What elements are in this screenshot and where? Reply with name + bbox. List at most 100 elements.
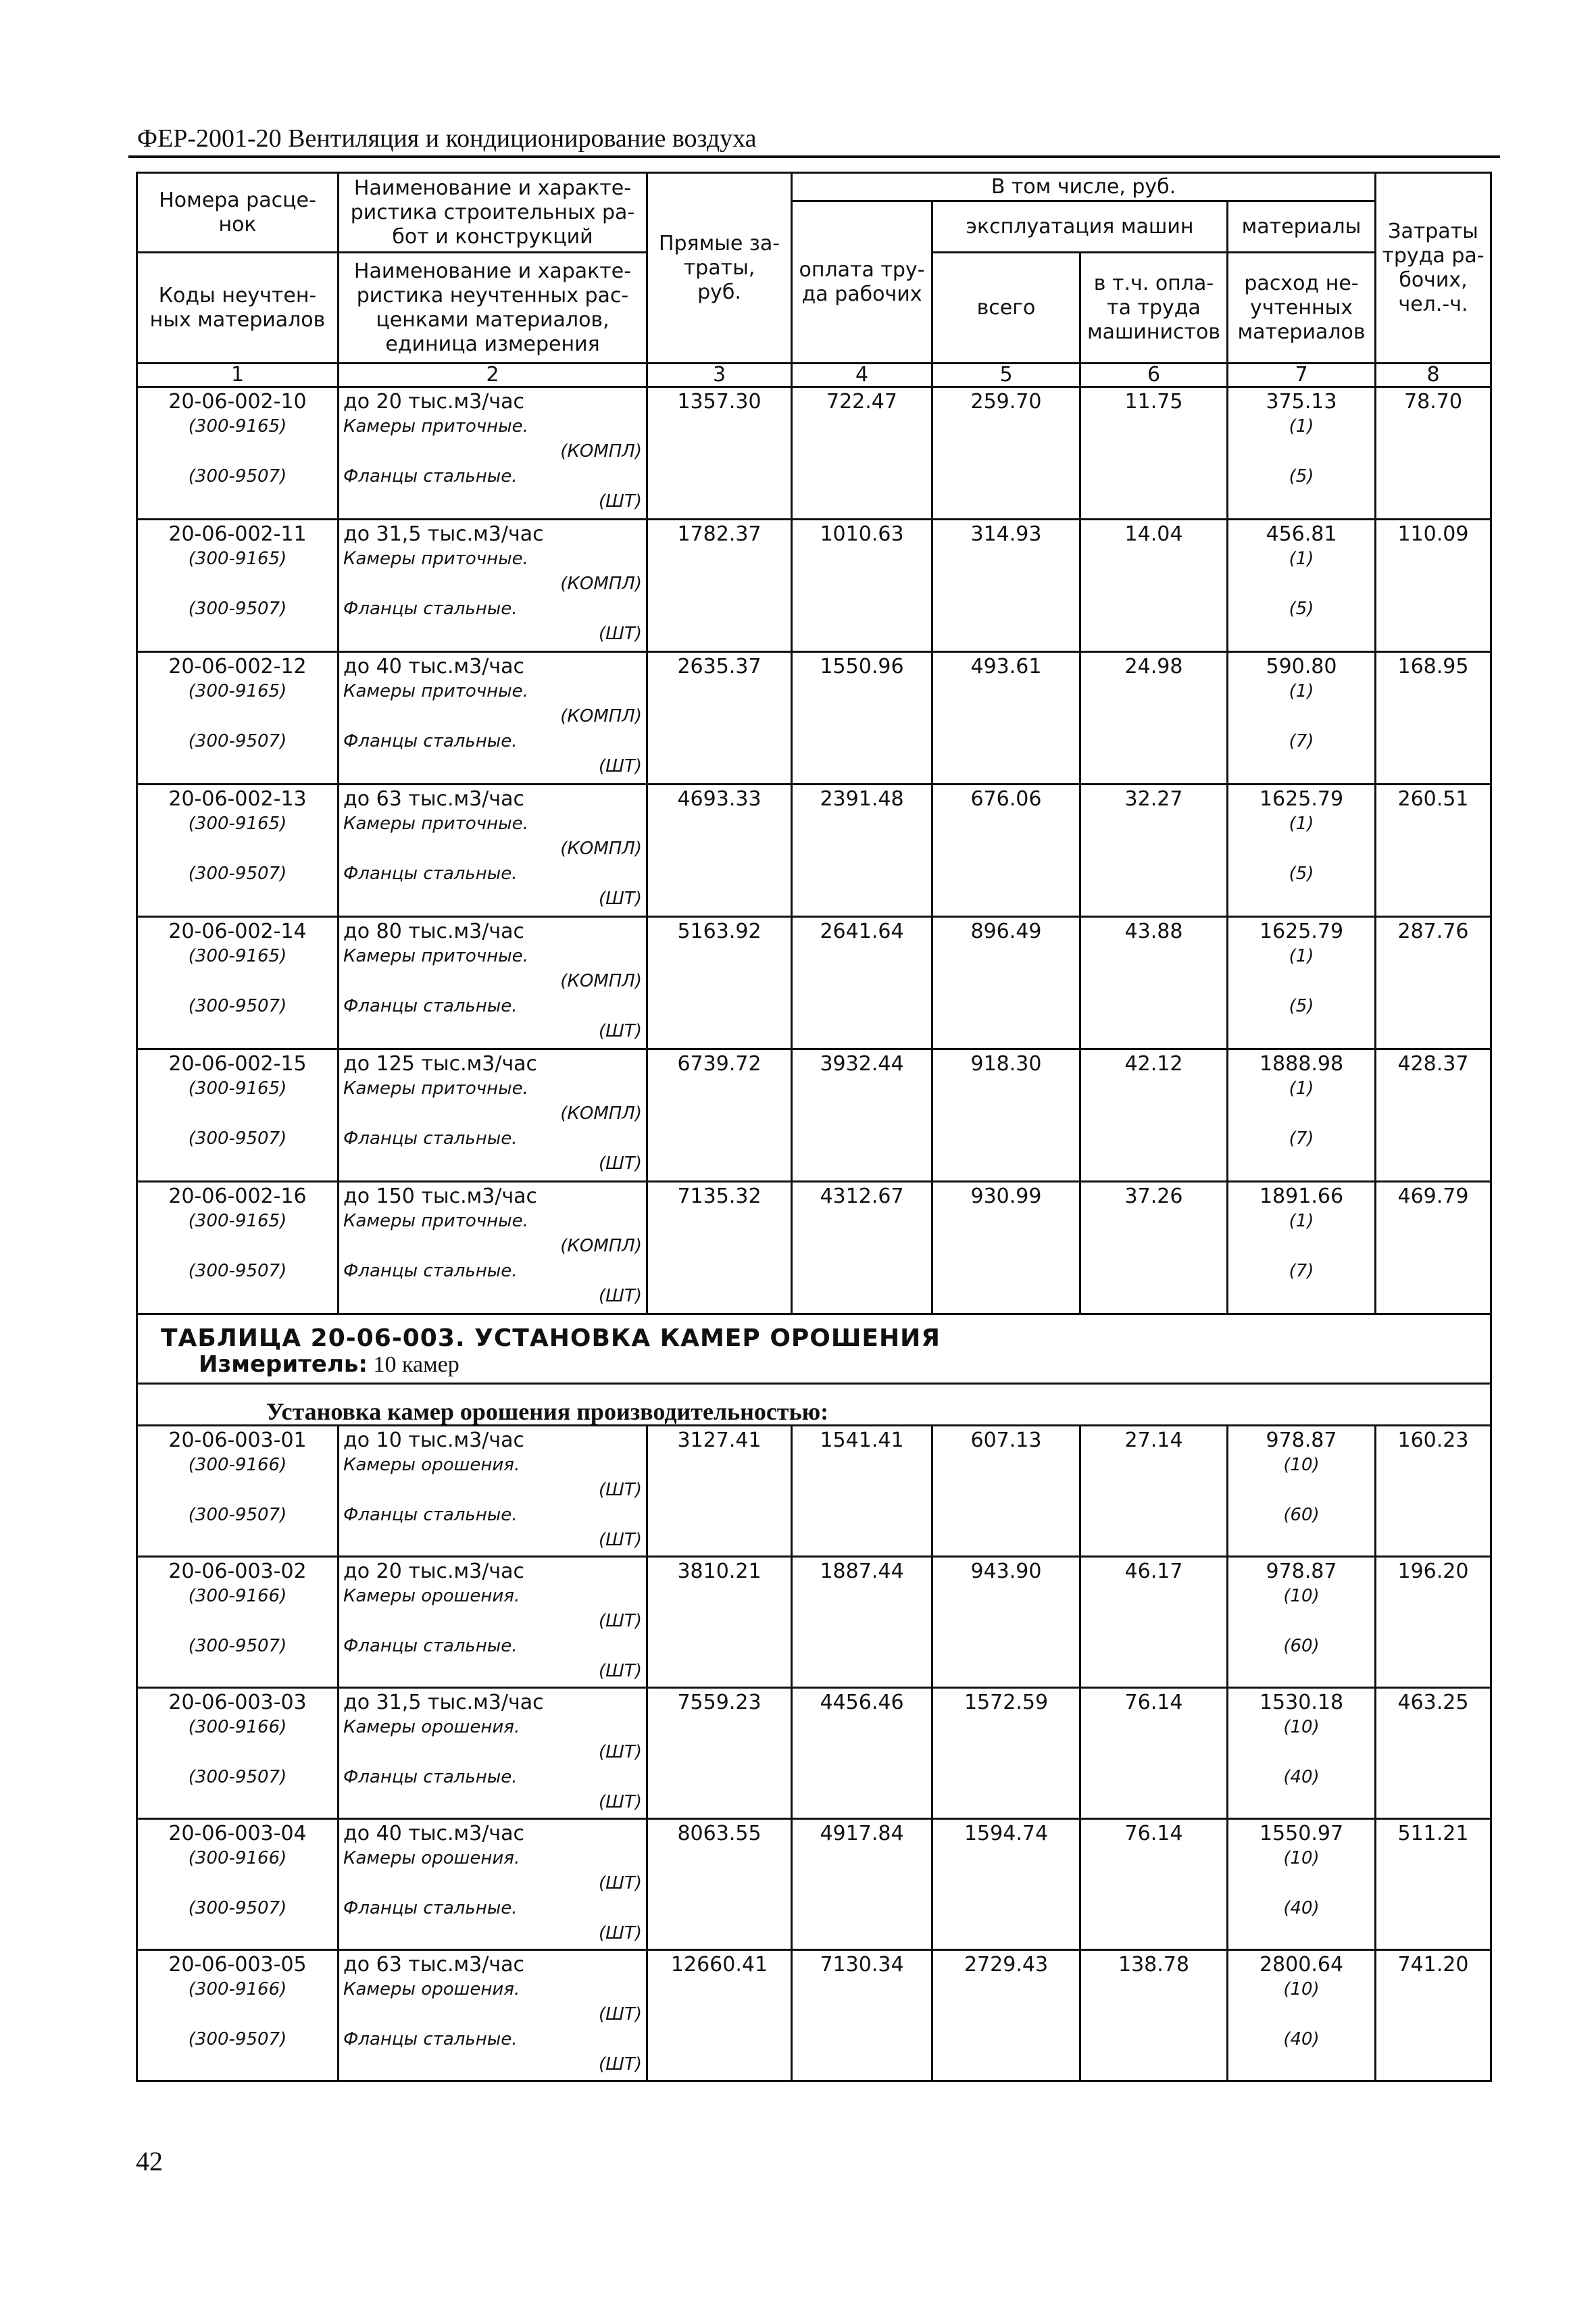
spacer (1232, 2002, 1370, 2027)
worker-pay-cell: 4456.46 (791, 1687, 933, 1820)
header-rule (128, 155, 1500, 158)
header-material-codes: Коды неучтен- ных материалов (136, 251, 339, 364)
machinists-pay: 11.75 (1124, 390, 1183, 414)
spacer (142, 439, 333, 464)
worker-pay: 2641.64 (820, 920, 904, 943)
machinists-pay-cell: 24.98 (1079, 651, 1228, 785)
worker-pay-cell: 1541.41 (791, 1424, 933, 1558)
labor-hours: 110.09 (1397, 522, 1469, 546)
machinists-pay: 37.26 (1124, 1185, 1183, 1208)
name-cell: до 125 тыс.м3/час Камеры приточные. (КОМПЛ… (337, 1048, 648, 1183)
direct-costs: 3810.21 (677, 1560, 762, 1583)
machines-total-cell: 918.30 (931, 1048, 1081, 1183)
material-code: (300-9165) (188, 681, 287, 701)
machines-total: 493.61 (970, 655, 1042, 678)
material-name: Фланцы стальные. (343, 731, 518, 751)
direct-costs: 6739.72 (677, 1052, 762, 1076)
direct-costs-cell: 6739.72 (646, 1048, 793, 1183)
name-cell: до 150 тыс.м3/час Камеры приточные. (КОМПЛ… (337, 1180, 648, 1315)
materials-cost-cell: 978.87 (10) (60) (1226, 1424, 1376, 1558)
material-unit: (ШТ) (599, 2054, 642, 2074)
name-cell: до 10 тыс.м3/час Камеры орошения. (ШТ) Флан… (337, 1424, 648, 1558)
header-rate-numbers: Номера расце- нок (136, 172, 339, 253)
material-unit: (КОМПЛ) (560, 441, 642, 462)
material-qty: (1) (1289, 681, 1314, 701)
labor-hours: 260.51 (1397, 787, 1469, 811)
rate-code: 20-06-002-13 (168, 787, 307, 811)
direct-costs-cell: 5163.92 (646, 916, 793, 1050)
spacer (142, 2002, 333, 2027)
material-name: Фланцы стальные. (343, 1505, 518, 1525)
worker-pay: 4456.46 (820, 1691, 904, 1714)
header-direct-costs: Прямые за- траты, руб. (646, 172, 793, 364)
material-code: (300-9507) (188, 864, 287, 884)
table-row: 20-06-002-11 (300-9165) (300-9507) до 31,5 … (136, 518, 1492, 653)
material-qty: (40) (1283, 1898, 1320, 1918)
name-cell: до 31,5 тыс.м3/час Камеры орошения. (ШТ) Фл… (337, 1687, 648, 1820)
machinists-pay-cell: 14.04 (1079, 518, 1228, 653)
material-name: Фланцы стальные. (343, 1261, 518, 1281)
material-qty: (5) (1289, 864, 1314, 884)
spacer (1232, 1609, 1370, 1634)
spacer (1232, 969, 1370, 994)
machinists-pay: 32.27 (1124, 787, 1183, 811)
header-unaccounted-materials: расход не- учтенных материалов (1226, 251, 1376, 364)
labor-hours-cell: 196.20 (1374, 1555, 1492, 1689)
section-title: ТАБЛИЦА 20-06-003. УСТАНОВКА КАМЕР ОРОШЕ… (161, 1324, 941, 1352)
labor-hours-cell: 110.09 (1374, 518, 1492, 653)
material-name: Фланцы стальные. (343, 2029, 518, 2049)
material-code: (300-9507) (188, 1636, 287, 1656)
machines-total: 607.13 (970, 1428, 1042, 1452)
machines-total-cell: 259.70 (931, 386, 1081, 520)
column-number: 3 (646, 362, 793, 388)
material-qty: (5) (1289, 466, 1314, 487)
direct-costs: 8063.55 (677, 1822, 762, 1845)
material-unit: (КОМПЛ) (560, 706, 642, 726)
worker-pay: 4312.67 (820, 1185, 904, 1208)
spacer (142, 572, 333, 597)
direct-costs: 1782.37 (677, 522, 762, 546)
direct-costs-cell: 1357.30 (646, 386, 793, 520)
machinists-pay: 24.98 (1124, 655, 1183, 678)
machinists-pay: 27.14 (1124, 1428, 1183, 1452)
materials-cost-cell: 590.80 (1) (7) (1226, 651, 1376, 785)
material-unit: (ШТ) (599, 2004, 642, 2024)
material-name: Камеры орошения. (343, 1848, 520, 1868)
header-material-name: Наименование и характе- ристика неучтенн… (337, 251, 648, 364)
worker-pay-cell: 7130.34 (791, 1949, 933, 2082)
section-subtitle: Установка камер орошения производительно… (266, 1398, 829, 1425)
spacer (142, 837, 333, 862)
material-unit: (ШТ) (599, 1792, 642, 1812)
header-including: В том числе, руб. (791, 172, 1376, 202)
material-name: Фланцы стальные. (343, 1636, 518, 1656)
labor-hours-cell: 463.25 (1374, 1687, 1492, 1820)
spacer (142, 1871, 333, 1896)
material-qty: (40) (1283, 1767, 1320, 1787)
worker-pay-cell: 722.47 (791, 386, 933, 520)
table-row: 20-06-002-15 (300-9165) (300-9507) до 125 т… (136, 1048, 1492, 1183)
header-worker-pay: оплата тру- да рабочих (791, 200, 933, 364)
table-row: 20-06-002-10 (300-9165) (300-9507) до 20 ты… (136, 386, 1492, 520)
rate-code-cell: 20-06-002-14 (300-9165) (300-9507) (136, 916, 339, 1050)
work-name: до 31,5 тыс.м3/час (343, 522, 544, 546)
material-qty: (40) (1283, 2029, 1320, 2049)
machines-total: 918.30 (970, 1052, 1042, 1076)
spacer (142, 1478, 333, 1503)
spacer (142, 1101, 333, 1126)
machinists-pay-cell: 46.17 (1079, 1555, 1228, 1689)
material-qty: (1) (1289, 946, 1314, 966)
machines-total: 930.99 (970, 1185, 1042, 1208)
material-unit: (ШТ) (599, 1021, 642, 1041)
running-header: ФЕР-2001-20 Вентиляция и кондиционирован… (137, 124, 757, 153)
direct-costs: 2635.37 (677, 655, 762, 678)
work-name: до 10 тыс.м3/час (343, 1428, 524, 1452)
machines-total: 676.06 (970, 787, 1042, 811)
material-qty: (1) (1289, 1211, 1314, 1231)
header-machines: эксплуатация машин (931, 200, 1228, 253)
material-unit: (КОМПЛ) (560, 1103, 642, 1124)
materials-cost-cell: 978.87 (10) (60) (1226, 1555, 1376, 1689)
machines-total-cell: 676.06 (931, 783, 1081, 918)
material-code: (300-9507) (188, 466, 287, 487)
material-name: Камеры приточные. (343, 946, 528, 966)
material-code: (300-9165) (188, 416, 287, 437)
